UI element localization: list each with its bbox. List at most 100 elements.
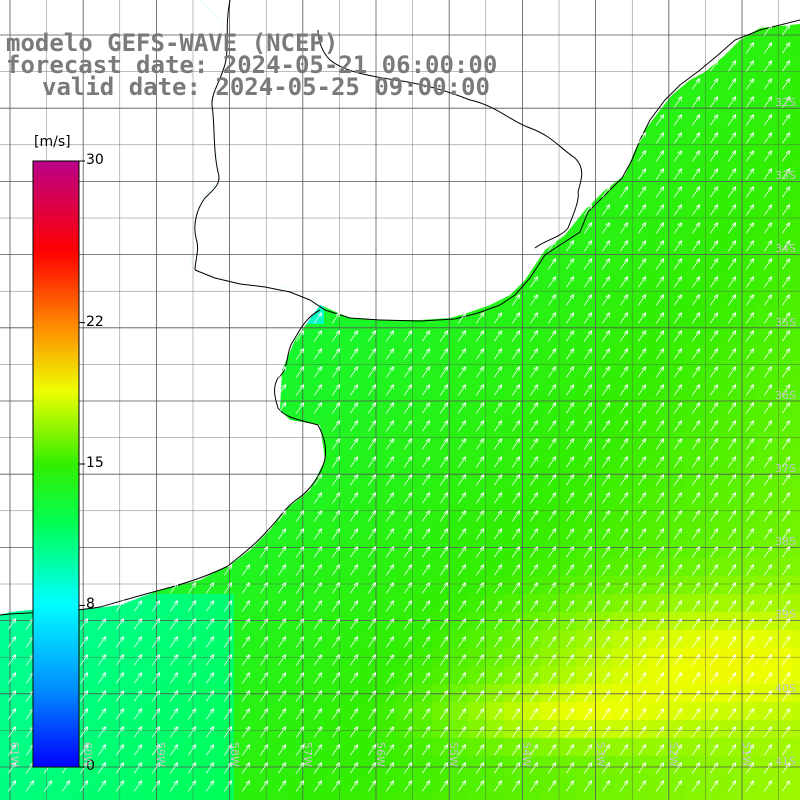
- wind-arrow-icon: [421, 707, 431, 720]
- wind-arrow-icon: [151, 671, 161, 684]
- wind-arrow-icon: [529, 491, 539, 504]
- wind-arrow-icon: [673, 257, 683, 270]
- wind-arrow-icon: [601, 419, 611, 432]
- wind-arrow-icon: [313, 347, 323, 360]
- field-cell: [540, 270, 558, 288]
- wind-arrow-icon: [277, 365, 287, 378]
- field-cell: [720, 90, 738, 108]
- wind-arrow-icon: [727, 617, 737, 630]
- field-cell: [522, 414, 540, 432]
- wind-arrow-icon: [637, 239, 647, 252]
- field-cell: [792, 198, 800, 216]
- wind-arrow-icon: [673, 707, 683, 720]
- wind-arrow-icon: [511, 365, 521, 378]
- field-cell: [756, 612, 774, 630]
- wind-arrow-icon: [583, 527, 593, 540]
- field-cell: [720, 378, 738, 396]
- field-cell: [738, 504, 756, 522]
- wind-arrow-icon: [547, 725, 557, 738]
- wind-arrow-icon: [745, 761, 755, 774]
- field-cell: [702, 792, 720, 800]
- field-cell: [414, 324, 432, 342]
- wind-arrow-icon: [781, 329, 791, 342]
- wind-arrow-icon: [331, 635, 341, 648]
- field-cell: [288, 792, 306, 800]
- field-cell: [198, 630, 216, 648]
- field-cell: [540, 720, 558, 738]
- field-cell: [324, 504, 342, 522]
- wind-arrow-icon: [565, 419, 575, 432]
- field-cell: [288, 594, 306, 612]
- field-cell: [90, 702, 108, 720]
- field-cell: [486, 702, 504, 720]
- field-cell: [594, 288, 612, 306]
- wind-arrow-icon: [709, 419, 719, 432]
- wind-arrow-icon: [547, 689, 557, 702]
- field-cell: [792, 756, 800, 774]
- field-cell: [252, 666, 270, 684]
- field-cell: [594, 468, 612, 486]
- wind-arrow-icon: [691, 347, 701, 360]
- field-cell: [288, 558, 306, 576]
- field-cell: [594, 666, 612, 684]
- wind-arrow-icon: [583, 725, 593, 738]
- wind-arrow-icon: [727, 509, 737, 522]
- field-cell: [360, 684, 378, 702]
- wind-arrow-icon: [727, 527, 737, 540]
- wind-arrow-icon: [763, 185, 773, 198]
- field-cell: [576, 504, 594, 522]
- field-cell: [630, 522, 648, 540]
- field-cell: [396, 522, 414, 540]
- field-cell: [630, 378, 648, 396]
- field-cell: [792, 252, 800, 270]
- wind-arrow-icon: [403, 725, 413, 738]
- wind-arrow-icon: [187, 761, 197, 774]
- field-cell: [486, 558, 504, 576]
- wind-arrow-icon: [511, 635, 521, 648]
- field-cell: [756, 522, 774, 540]
- wind-arrow-icon: [709, 167, 719, 180]
- field-cell: [306, 630, 324, 648]
- field-cell: [468, 576, 486, 594]
- wind-arrow-icon: [79, 725, 89, 738]
- field-cell: [612, 198, 630, 216]
- field-cell: [558, 270, 576, 288]
- field-cell: [558, 558, 576, 576]
- wind-arrow-icon: [745, 455, 755, 468]
- field-cell: [324, 432, 342, 450]
- wind-arrow-icon: [673, 671, 683, 684]
- wind-arrow-icon: [529, 761, 539, 774]
- wind-arrow-icon: [763, 257, 773, 270]
- field-cell: [540, 702, 558, 720]
- wind-arrow-icon: [313, 635, 323, 648]
- field-cell: [666, 432, 684, 450]
- field-cell: [792, 504, 800, 522]
- colorbar-tick-label: 8: [86, 596, 95, 613]
- field-cell: [306, 486, 324, 504]
- field-cell: [180, 594, 198, 612]
- wind-arrow-icon: [637, 563, 647, 576]
- field-cell: [702, 522, 720, 540]
- wind-arrow-icon: [619, 653, 629, 666]
- wind-arrow-icon: [421, 599, 431, 612]
- wind-arrow-icon: [421, 527, 431, 540]
- wind-arrow-icon: [385, 743, 395, 756]
- wind-arrow-icon: [655, 365, 665, 378]
- wind-arrow-icon: [277, 401, 287, 414]
- wind-arrow-icon: [763, 311, 773, 324]
- wind-arrow-icon: [7, 671, 17, 684]
- field-cell: [648, 738, 666, 756]
- wind-arrow-icon: [673, 239, 683, 252]
- wind-arrow-icon: [187, 653, 197, 666]
- wind-arrow-icon: [367, 365, 377, 378]
- wind-arrow-icon: [655, 203, 665, 216]
- field-cell: [486, 450, 504, 468]
- field-cell: [450, 342, 468, 360]
- wind-arrow-icon: [313, 689, 323, 702]
- wind-arrow-icon: [727, 671, 737, 684]
- field-cell: [630, 468, 648, 486]
- latitude-label: 37S: [775, 462, 796, 475]
- field-cell: [486, 306, 504, 324]
- wind-arrow-icon: [763, 131, 773, 144]
- field-cell: [756, 288, 774, 306]
